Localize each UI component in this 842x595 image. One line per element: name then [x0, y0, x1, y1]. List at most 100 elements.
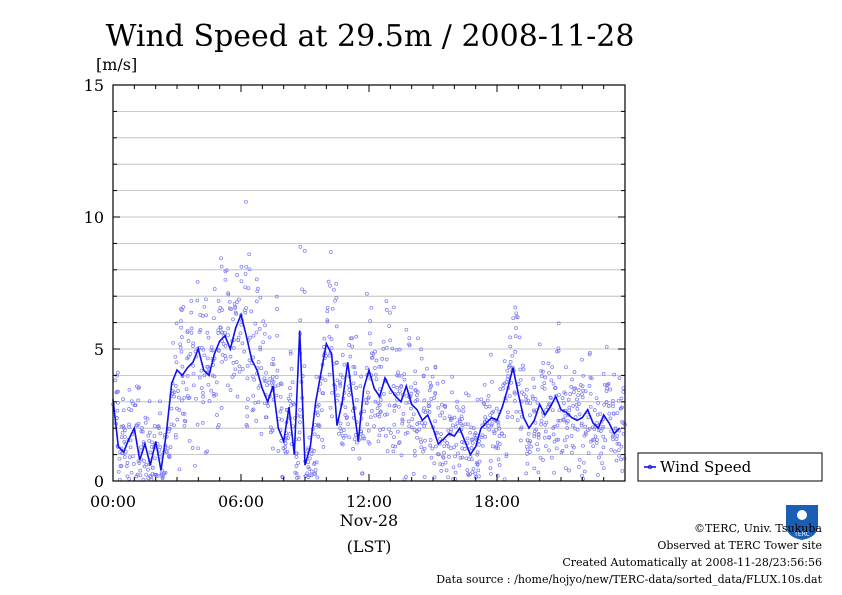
data-point [385, 412, 389, 417]
data-point [511, 316, 516, 321]
data-point [514, 326, 518, 330]
data-point [182, 412, 187, 416]
data-point [557, 375, 562, 380]
data-point [338, 384, 343, 388]
data-point [179, 325, 183, 330]
data-point [189, 310, 194, 315]
data-point [370, 409, 374, 413]
data-point [242, 349, 247, 354]
data-point [228, 354, 233, 359]
data-point [604, 389, 609, 393]
plot-frame [112, 84, 626, 482]
data-point [525, 387, 529, 392]
data-point [120, 430, 125, 435]
data-point [261, 319, 266, 324]
data-point [314, 460, 319, 465]
data-point [609, 447, 614, 452]
data-point [577, 465, 581, 469]
data-point [564, 466, 568, 471]
logo-emblem [797, 510, 807, 520]
data-point [231, 361, 236, 365]
y-tick-label: 15 [84, 76, 104, 95]
data-point [354, 398, 359, 402]
data-point [519, 425, 524, 430]
data-point [433, 419, 437, 424]
data-point [244, 199, 248, 204]
data-point [459, 414, 464, 419]
data-point [158, 411, 162, 416]
data-point [442, 416, 447, 421]
data-point [490, 422, 494, 426]
data-point [570, 450, 574, 455]
data-point [218, 306, 223, 310]
data-point [574, 402, 579, 407]
data-point [579, 423, 584, 428]
data-point [509, 380, 514, 385]
data-point [572, 370, 577, 374]
data-point [543, 423, 548, 427]
data-point [404, 475, 408, 479]
data-point [572, 386, 577, 391]
data-point [366, 390, 370, 395]
data-point [535, 442, 539, 447]
data-point [531, 408, 536, 413]
data-point [439, 432, 443, 436]
data-point [223, 277, 228, 282]
data-point [131, 454, 135, 459]
data-point [426, 404, 431, 409]
data-point [123, 435, 127, 439]
data-point [490, 379, 494, 384]
data-point [407, 342, 411, 347]
data-point [362, 409, 367, 414]
data-point [198, 328, 203, 332]
data-point [297, 430, 302, 435]
data-point [173, 432, 178, 437]
data-point [613, 426, 618, 431]
data-point [550, 408, 555, 413]
data-point [535, 400, 540, 405]
data-point [158, 445, 163, 449]
data-point [549, 396, 553, 400]
data-point [620, 405, 624, 410]
data-point [421, 373, 426, 378]
data-point [298, 245, 303, 249]
data-point [244, 422, 249, 427]
data-point [556, 418, 561, 423]
data-point [513, 305, 518, 310]
data-point [236, 338, 241, 343]
data-point [368, 415, 373, 420]
data-point [312, 432, 317, 437]
data-point [488, 466, 493, 471]
data-point [294, 455, 299, 459]
data-point [537, 342, 542, 347]
data-point [615, 411, 620, 415]
data-point [214, 392, 218, 397]
data-point [451, 465, 456, 470]
data-point [597, 455, 601, 460]
data-point [314, 375, 319, 379]
data-point [383, 412, 387, 417]
data-point [140, 429, 145, 434]
data-point [223, 330, 227, 335]
data-point [148, 450, 153, 455]
data-point [138, 468, 143, 473]
data-point [180, 335, 184, 339]
data-point [448, 416, 453, 421]
data-point [119, 464, 124, 468]
data-point [329, 250, 333, 254]
data-point [384, 308, 389, 312]
data-point [250, 408, 255, 413]
data-point [429, 455, 434, 460]
data-point [411, 472, 416, 476]
data-point [267, 335, 272, 340]
data-point [445, 441, 449, 445]
data-point [508, 360, 513, 364]
data-point [521, 363, 525, 368]
data-point [227, 299, 232, 304]
data-point [338, 380, 342, 384]
data-point [251, 333, 256, 338]
data-point [490, 444, 495, 449]
data-point [438, 437, 442, 441]
x-tick-label: 06:00 [218, 492, 264, 511]
data-point [244, 405, 249, 410]
